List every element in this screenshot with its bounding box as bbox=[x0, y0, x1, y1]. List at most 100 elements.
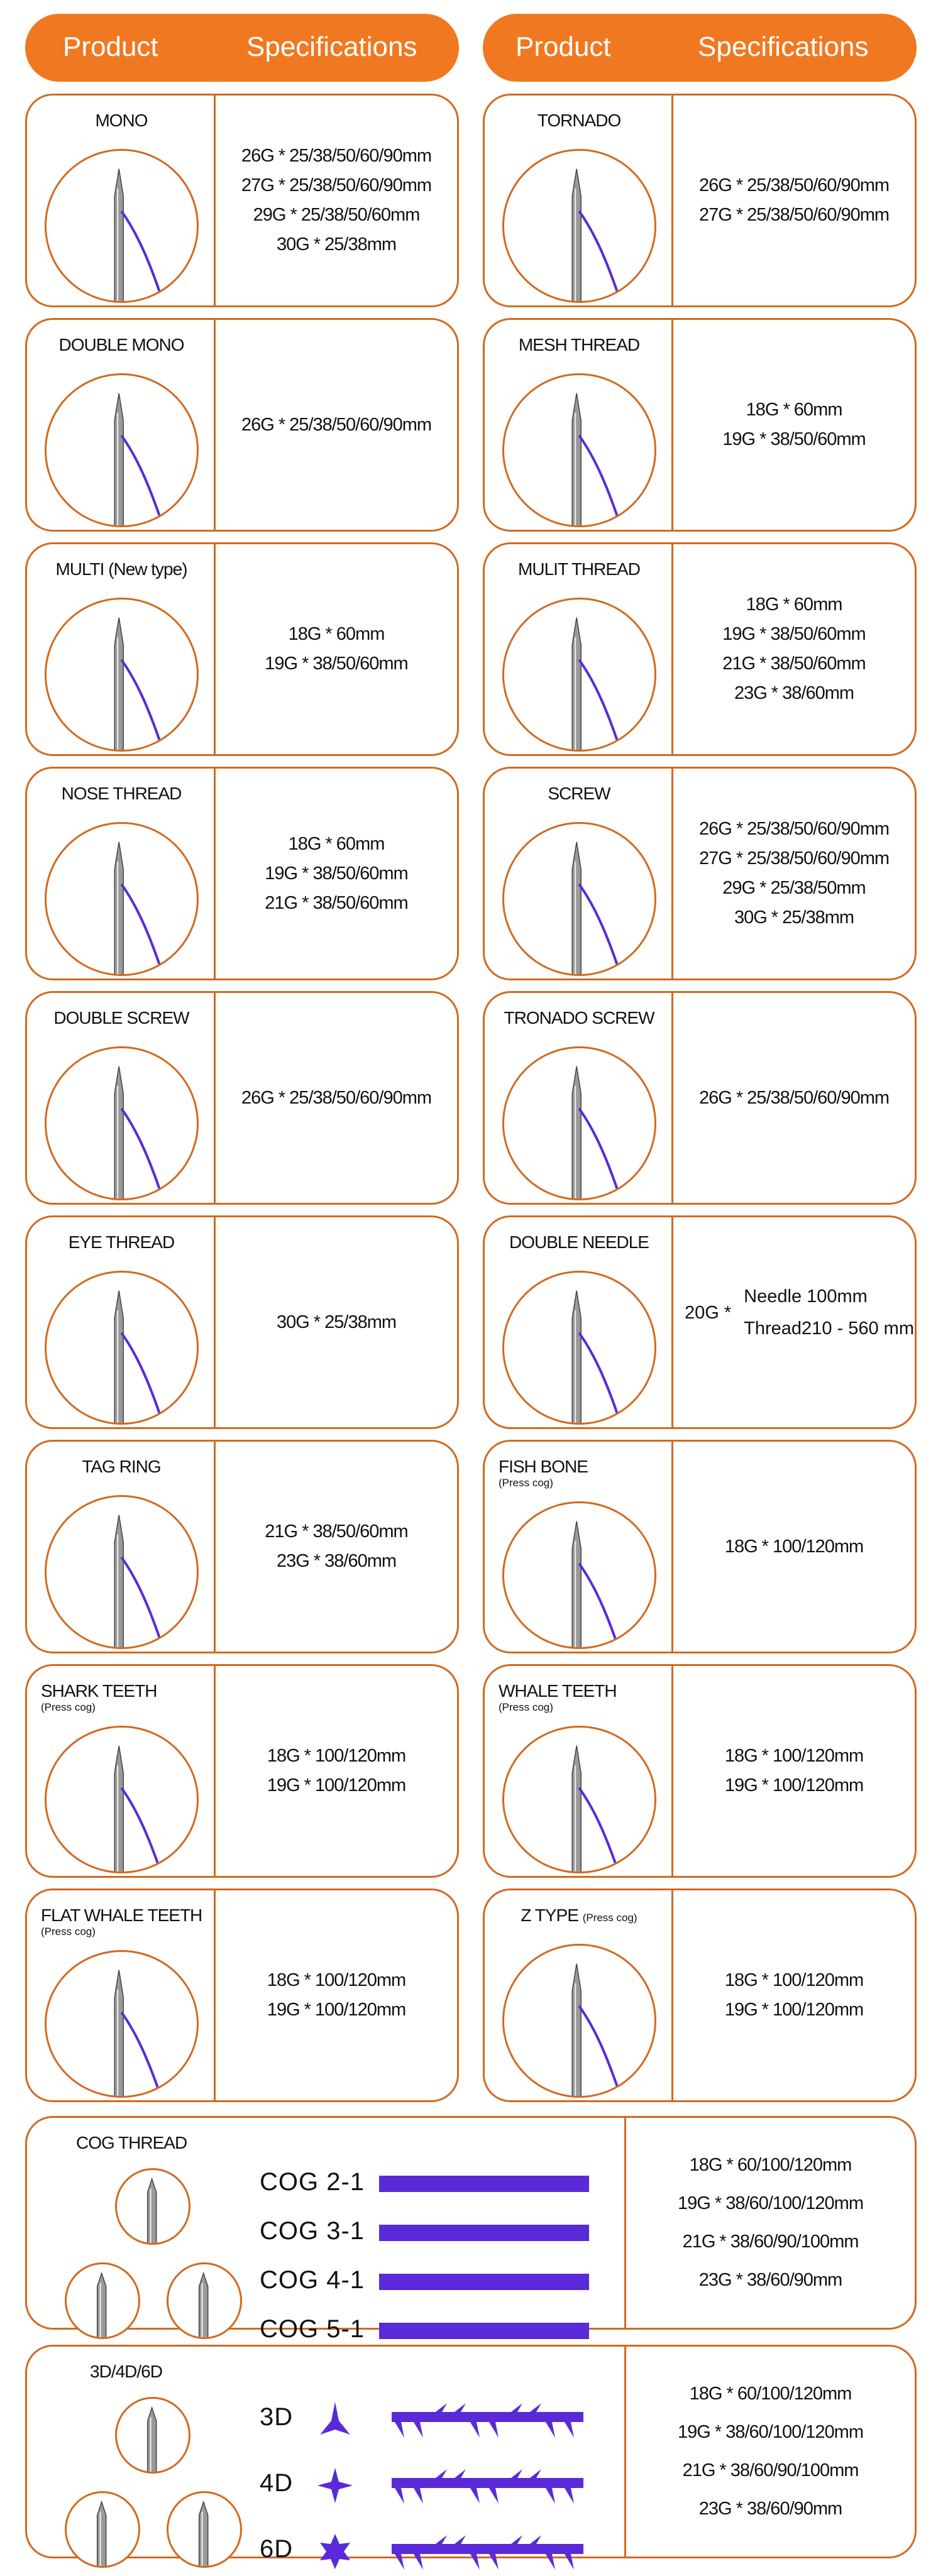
column-divider bbox=[671, 96, 673, 305]
product-image bbox=[45, 1495, 199, 1649]
product-card: TRONADO SCREW 26G * 25/38/50/60/90mm bbox=[483, 991, 917, 1205]
spec-list: 26G * 25/38/50/60/90mm bbox=[216, 320, 457, 530]
needle-thread-icon bbox=[114, 1970, 162, 2096]
specifications-header: Specifications bbox=[246, 31, 417, 62]
product-title: WHALE TEETH (Press cog) bbox=[499, 1681, 687, 1714]
column-divider bbox=[671, 1890, 673, 2100]
spec-list: 18G * 60mm 19G * 38/50/60mm 21G * 38/50/60… bbox=[673, 544, 915, 754]
needle-thread-icon bbox=[198, 2271, 209, 2337]
product-image bbox=[502, 1726, 656, 1873]
product-name: SHARK TEETH bbox=[41, 1681, 158, 1701]
barbed-thread-icon bbox=[392, 2469, 617, 2507]
cog-thread-card: COG THREAD COG 2-1 COG 3-1 COG 4-1 COG 5-1 1… bbox=[25, 2116, 917, 2343]
product-card: WHALE TEETH (Press cog) 18G * 100/120mm 19… bbox=[483, 1664, 917, 1878]
cog-thread-band bbox=[379, 2225, 589, 2241]
product-image bbox=[502, 598, 656, 752]
product-name: SCREW bbox=[548, 784, 610, 803]
product-subtitle: (Press cog) bbox=[582, 1912, 637, 1924]
spec-line: 29G * 25/38/50mm bbox=[722, 878, 866, 898]
product-card: DOUBLE SCREW 26G * 25/38/50/60/90mm bbox=[25, 991, 459, 1205]
thread-type-label: COG 2-1 bbox=[260, 2168, 365, 2196]
cog-thread-band bbox=[379, 2176, 589, 2192]
needle-tip-image bbox=[65, 2491, 140, 2568]
product-image bbox=[45, 373, 199, 527]
product-name: WHALE TEETH bbox=[499, 1681, 617, 1701]
product-card: Z TYPE (Press cog) 18G * 100/120mm 19G * … bbox=[483, 1888, 917, 2102]
spec-list: 26G * 25/38/50/60/90mm 27G * 25/38/50/60/… bbox=[673, 769, 915, 978]
column-divider bbox=[214, 1442, 216, 1652]
spec-line: 19G * 38/50/60mm bbox=[722, 624, 866, 644]
spec-list: 18G * 60/100/120mm 19G * 38/60/100/120mm 2… bbox=[626, 2347, 915, 2557]
spec-line: 21G * 38/50/60mm bbox=[265, 892, 408, 913]
spec-line: 19G * 100/120mm bbox=[724, 2000, 864, 2020]
product-card: NOSE THREAD 18G * 60mm 19G * 38/50/60mm 21… bbox=[25, 767, 459, 980]
product-subtitle: (Press cog) bbox=[41, 1701, 96, 1713]
product-title: DOUBLE MONO bbox=[27, 335, 216, 355]
product-image bbox=[502, 149, 656, 303]
needle-thread-icon bbox=[571, 1521, 620, 1647]
spec-line: 19G * 100/120mm bbox=[267, 1775, 406, 1795]
product-header: Product bbox=[516, 31, 611, 62]
header-right: Product Specifications bbox=[483, 14, 917, 82]
spec-line: 18G * 60mm bbox=[288, 624, 385, 644]
needle-thread-icon bbox=[571, 1745, 620, 1872]
spec-line: 27G * 25/38/50/60/90mm bbox=[698, 205, 890, 225]
product-name: MULIT THREAD bbox=[518, 559, 641, 579]
spec-line: 18G * 60mm bbox=[746, 400, 843, 420]
product-image bbox=[45, 1271, 199, 1425]
spec-line: 21G * 38/60/90/100mm bbox=[682, 2460, 859, 2480]
thread-type-label: 4D bbox=[260, 2469, 294, 2497]
spec-line: 26G * 25/38/50/60/90mm bbox=[241, 146, 432, 166]
spec-line: 18G * 60/100/120mm bbox=[689, 2155, 852, 2175]
product-title: FISH BONE (Press cog) bbox=[499, 1457, 687, 1489]
product-name: DOUBLE NEEDLE bbox=[509, 1232, 649, 1252]
needle-thread-icon bbox=[571, 841, 622, 974]
spec-list: 26G * 25/38/50/60/90mm bbox=[216, 993, 457, 1203]
column-divider bbox=[671, 1217, 673, 1427]
needle-thread-icon bbox=[571, 1290, 622, 1423]
product-title: MONO bbox=[27, 111, 216, 131]
product-card: MESH THREAD 18G * 60mm 19G * 38/50/60mm bbox=[483, 318, 917, 532]
spec-list: 30G * 25/38mm bbox=[216, 1217, 457, 1427]
product-title: EYE THREAD bbox=[27, 1232, 216, 1252]
needle-tip-image bbox=[167, 2262, 242, 2339]
spec-line: 30G * 25/38mm bbox=[276, 1312, 397, 1332]
double-needle-specs: 20G * Needle 100mm Thread210 - 560 mm bbox=[685, 1286, 914, 1339]
product-title: 3D/4D/6D bbox=[90, 2362, 163, 2381]
needle-thread-icon bbox=[114, 1515, 164, 1647]
spec-list: 18G * 60mm 19G * 38/50/60mm bbox=[673, 320, 915, 530]
needle-thread-icon bbox=[114, 1290, 164, 1423]
column-divider bbox=[671, 769, 673, 978]
needle-thread-icon bbox=[114, 1066, 164, 1198]
spec-line: 18G * 100/120mm bbox=[267, 1970, 406, 1990]
product-card: MULIT THREAD 18G * 60mm 19G * 38/50/60mm 2… bbox=[483, 542, 917, 756]
needle-thread-icon bbox=[96, 2271, 107, 2337]
spec-list: 18G * 100/120mm 19G * 100/120mm bbox=[673, 1666, 915, 1876]
spec-list: 18G * 100/120mm bbox=[673, 1442, 915, 1652]
spec-list: 18G * 100/120mm 19G * 100/120mm bbox=[673, 1890, 915, 2100]
needle-thread-icon bbox=[571, 617, 622, 750]
needle-tip-image bbox=[167, 2491, 242, 2568]
thread-type-label: COG 5-1 bbox=[260, 2315, 365, 2343]
product-title: MULTI (New type) bbox=[27, 559, 216, 579]
specifications-header: Specifications bbox=[698, 31, 869, 62]
product-name: DOUBLE MONO bbox=[58, 335, 184, 354]
product-name: MONO bbox=[95, 111, 148, 130]
product-name: TORNADO bbox=[537, 111, 621, 130]
product-name: MULTI (New type) bbox=[55, 559, 187, 579]
thread-type-label: 3D bbox=[260, 2403, 294, 2431]
spec-line: 26G * 25/38/50/60/90mm bbox=[698, 1087, 890, 1108]
product-card: SCREW 26G * 25/38/50/60/90mm 27G * 25/38/… bbox=[483, 767, 917, 980]
needle-thread-icon bbox=[571, 1963, 622, 2096]
spec-line: 19G * 100/120mm bbox=[267, 2000, 406, 2020]
needle-thread-icon bbox=[114, 841, 164, 974]
spec-line: 26G * 25/38/50/60/90mm bbox=[698, 175, 890, 195]
product-name: NOSE THREAD bbox=[61, 784, 182, 803]
d-thread-card: 3D/4D/6D 3D 4D 6D 18G * 60/100/120mm 19G * 3… bbox=[25, 2345, 917, 2570]
spec-list: 26G * 25/38/50/60/90mm 27G * 25/38/50/60/… bbox=[673, 96, 915, 305]
product-name: TRONADO SCREW bbox=[504, 1008, 655, 1028]
needle-thread-icon bbox=[146, 2406, 157, 2472]
column-divider bbox=[214, 544, 216, 754]
product-name: EYE THREAD bbox=[68, 1232, 175, 1252]
column-divider bbox=[624, 2347, 626, 2557]
